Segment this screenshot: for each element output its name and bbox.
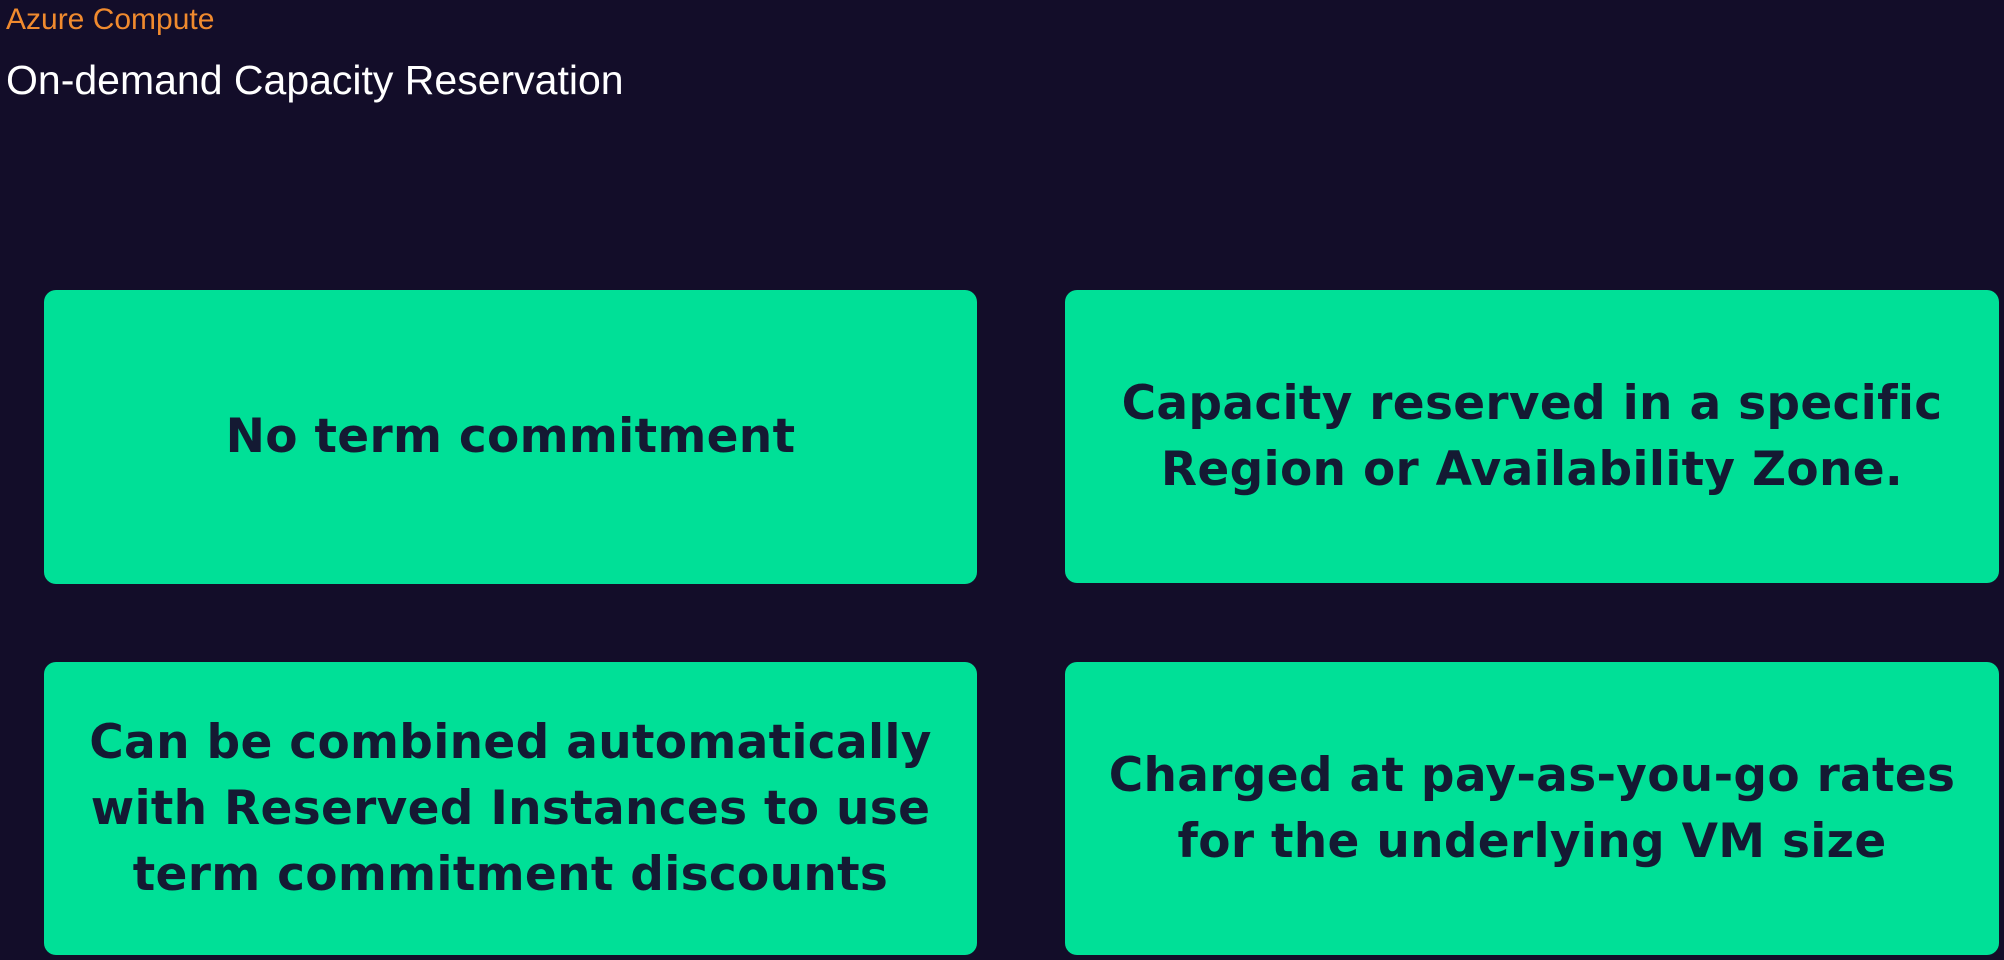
feature-card-no-term-commitment: No term commitment <box>44 290 977 584</box>
feature-card-capacity-reserved: Capacity reserved in a specific Region o… <box>1065 290 1999 583</box>
feature-card-combined-reserved-instances: Can be combined automatically with Reser… <box>44 662 977 955</box>
feature-card-line: Can be combined automatically <box>89 714 932 770</box>
feature-card-text: No term commitment <box>226 404 796 470</box>
feature-card-line: with Reserved Instances to use <box>90 780 931 836</box>
feature-card-pay-as-you-go: Charged at pay-as-you-go rates for the u… <box>1065 662 1999 955</box>
category-label: Azure Compute <box>6 3 215 36</box>
feature-card-text: Capacity reserved in a specific Region o… <box>1122 371 1943 503</box>
feature-card-line: Region or Availability Zone. <box>1160 441 1904 497</box>
feature-card-line: Capacity reserved in a specific <box>1121 375 1943 431</box>
feature-card-line: No term commitment <box>225 409 796 464</box>
feature-card-text: Charged at pay-as-you-go rates for the u… <box>1109 743 1956 875</box>
feature-card-line: for the underlying VM size <box>1177 813 1887 869</box>
feature-card-line: Charged at pay-as-you-go rates <box>1108 747 1956 803</box>
feature-card-line: term commitment discounts <box>132 846 889 902</box>
feature-card-text: Can be combined automatically with Reser… <box>89 710 931 908</box>
slide-title: On-demand Capacity Reservation <box>6 57 624 103</box>
